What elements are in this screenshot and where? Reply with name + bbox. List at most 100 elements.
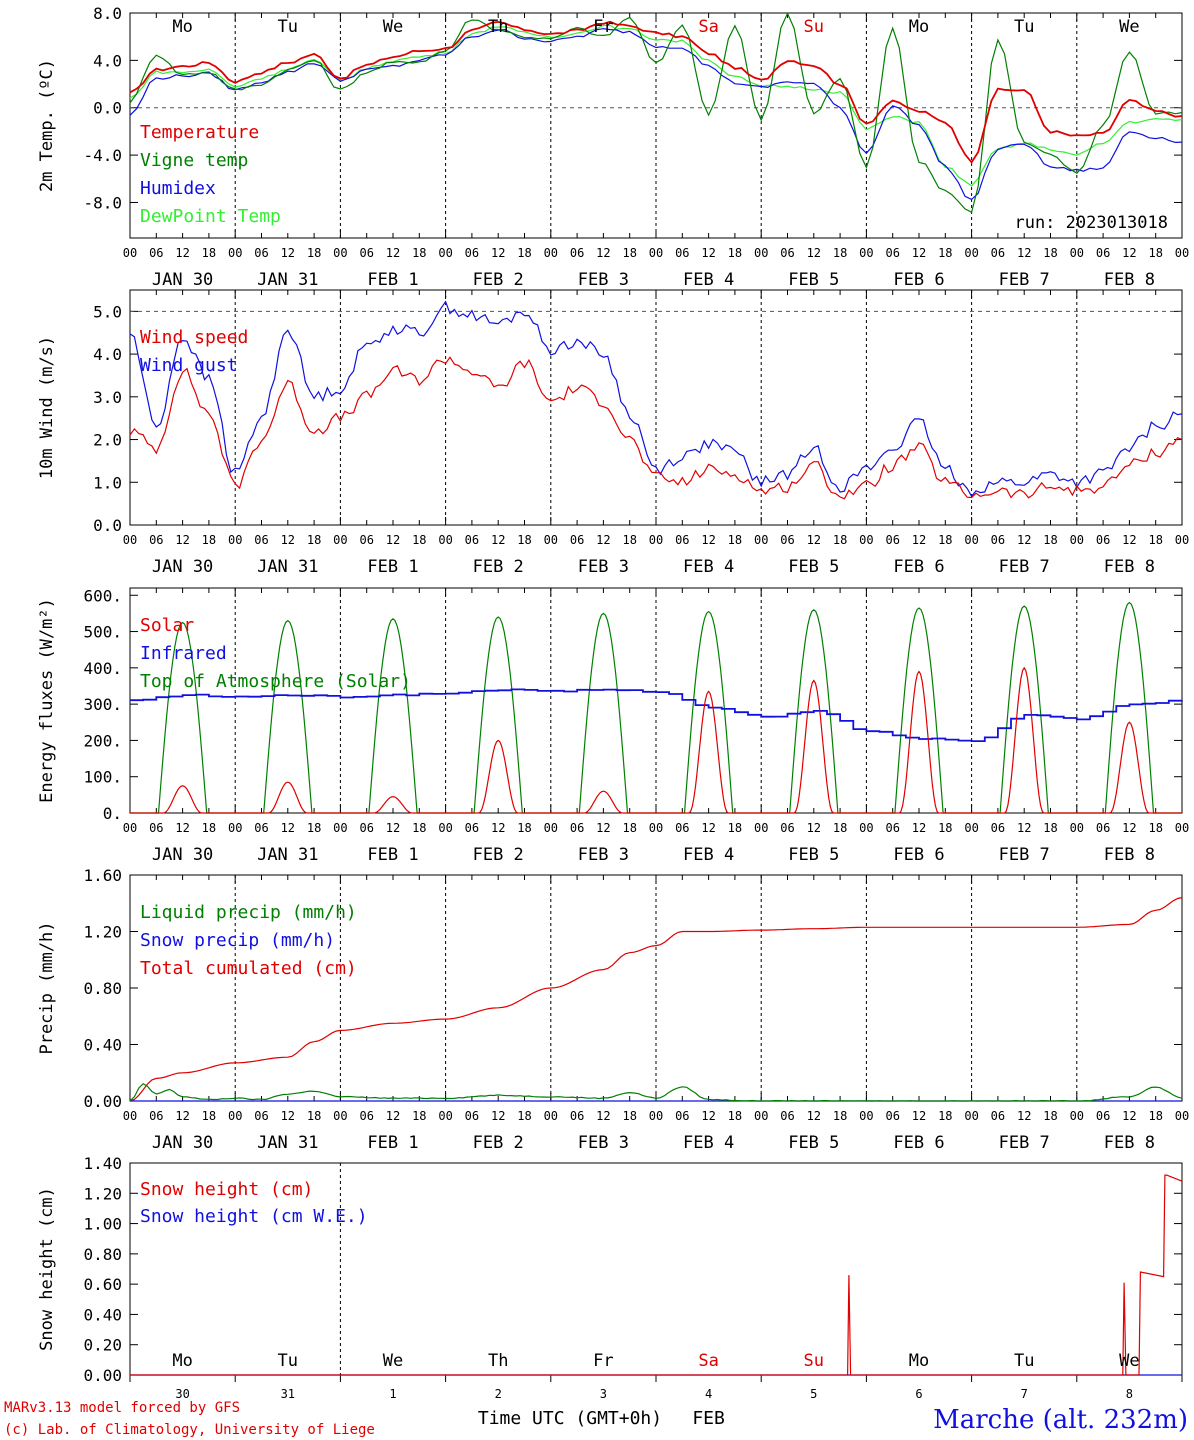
day-number-label: 2 <box>495 1387 502 1401</box>
hour-tick-label: 18 <box>1148 1109 1162 1123</box>
hour-tick-label: 00 <box>333 821 347 835</box>
hour-tick-label: 12 <box>491 533 505 547</box>
hour-tick-label: 06 <box>570 1109 584 1123</box>
hour-tick-label: 18 <box>1043 1109 1057 1123</box>
day-name-label: Tu <box>278 1351 298 1371</box>
date-label: FEB 3 <box>578 557 629 577</box>
hour-tick-label: 00 <box>1070 533 1084 547</box>
hour-tick-label: 18 <box>202 821 216 835</box>
hour-tick-label: 18 <box>307 821 321 835</box>
day-name-label: Fr <box>593 17 613 37</box>
legend-entry: Solar <box>140 615 194 636</box>
hour-tick-label: 12 <box>1122 246 1136 260</box>
hour-tick-label: 12 <box>175 1109 189 1123</box>
date-label: FEB 1 <box>367 557 418 577</box>
date-label: FEB 2 <box>473 557 524 577</box>
y-tick-label: 8.0 <box>93 4 122 23</box>
y-tick-label: 4.0 <box>93 51 122 70</box>
day-name-label: We <box>1119 17 1139 37</box>
y-tick-label: 0.80 <box>83 979 122 998</box>
y-tick-label: 300. <box>83 695 122 714</box>
date-label: JAN 30 <box>152 557 213 577</box>
hour-tick-label: 18 <box>517 1109 531 1123</box>
hour-tick-label: 18 <box>412 246 426 260</box>
hour-tick-label: 06 <box>675 1109 689 1123</box>
y-tick-label: 1.60 <box>83 866 122 885</box>
hour-tick-label: 18 <box>202 246 216 260</box>
hour-tick-label: 06 <box>675 246 689 260</box>
hour-tick-label: 12 <box>701 533 715 547</box>
hour-tick-label: 06 <box>780 821 794 835</box>
y-tick-label: 3.0 <box>93 388 122 407</box>
hour-tick-label: 00 <box>1070 821 1084 835</box>
hour-tick-label: 18 <box>517 821 531 835</box>
legend-entry: Humidex <box>140 178 216 199</box>
hour-tick-label: 06 <box>1096 821 1110 835</box>
hour-tick-label: 06 <box>991 246 1005 260</box>
hour-tick-label: 06 <box>465 821 479 835</box>
hour-tick-label: 00 <box>1175 246 1189 260</box>
hour-tick-label: 00 <box>964 821 978 835</box>
y-tick-label: 2.0 <box>93 431 122 450</box>
hour-tick-label: 12 <box>175 533 189 547</box>
hour-tick-label: 00 <box>228 821 242 835</box>
hour-tick-label: 06 <box>359 1109 373 1123</box>
hour-tick-label: 12 <box>912 246 926 260</box>
date-label: FEB 7 <box>999 845 1050 865</box>
hour-tick-label: 18 <box>1043 246 1057 260</box>
series-line-wind-gust <box>129 300 1183 498</box>
hour-tick-label: 00 <box>649 821 663 835</box>
y-tick-label: 500. <box>83 623 122 642</box>
hour-tick-label: 06 <box>149 821 163 835</box>
hour-tick-label: 18 <box>938 821 952 835</box>
panel-frame-energy <box>129 587 1183 814</box>
series-line-infrared <box>130 688 1183 742</box>
hour-tick-label: 18 <box>622 821 636 835</box>
hour-tick-label: 18 <box>833 533 847 547</box>
date-label: FEB 6 <box>893 1133 944 1153</box>
hour-tick-label: 18 <box>307 246 321 260</box>
date-label: FEB 8 <box>1104 1133 1155 1153</box>
legend-entry: Total cumulated (cm) <box>140 958 357 979</box>
hour-tick-label: 06 <box>465 246 479 260</box>
day-number-label: 6 <box>915 1387 922 1401</box>
hour-tick-label: 00 <box>228 246 242 260</box>
hour-tick-label: 12 <box>386 821 400 835</box>
model-credit: MARv3.13 model forced by GFS <box>4 1400 240 1416</box>
legend-entry: Liquid precip (mm/h) <box>140 902 357 923</box>
hour-tick-label: 18 <box>622 1109 636 1123</box>
y-axis-label: 2m Temp. (ºC) <box>37 59 57 192</box>
hour-tick-label: 06 <box>675 533 689 547</box>
hour-tick-label: 00 <box>859 533 873 547</box>
hour-tick-label: 00 <box>1175 821 1189 835</box>
legend-entry: Top of Atmosphere (Solar) <box>140 671 411 692</box>
date-label: FEB 6 <box>893 845 944 865</box>
hour-tick-label: 18 <box>202 1109 216 1123</box>
date-label: FEB 4 <box>683 1133 734 1153</box>
hour-tick-label: 06 <box>149 1109 163 1123</box>
hour-tick-label: 12 <box>807 533 821 547</box>
legend-entry: Vigne temp <box>140 150 248 171</box>
hour-tick-label: 06 <box>991 533 1005 547</box>
hour-tick-label: 06 <box>359 246 373 260</box>
hour-tick-label: 18 <box>307 533 321 547</box>
hour-tick-label: 06 <box>885 533 899 547</box>
hour-tick-label: 00 <box>649 533 663 547</box>
hour-tick-label: 18 <box>1148 246 1162 260</box>
date-label: FEB 7 <box>999 557 1050 577</box>
date-label: FEB 8 <box>1104 270 1155 290</box>
hour-tick-label: 06 <box>254 821 268 835</box>
series-line-snow-height-cm <box>130 1174 1183 1376</box>
y-tick-label: 0.20 <box>83 1336 122 1355</box>
hour-tick-label: 12 <box>1017 533 1031 547</box>
day-number-label: 5 <box>810 1387 817 1401</box>
hour-tick-label: 00 <box>754 1109 768 1123</box>
hour-tick-label: 00 <box>754 246 768 260</box>
series-line-total-cumulated-cm <box>129 897 1183 1102</box>
series-line-liquid-precip-mm-h <box>129 1082 1183 1102</box>
series-line-humidex <box>129 28 1183 201</box>
hour-tick-label: 00 <box>438 821 452 835</box>
y-tick-label: 200. <box>83 731 122 750</box>
hour-tick-label: 18 <box>517 533 531 547</box>
hour-tick-label: 12 <box>912 1109 926 1123</box>
